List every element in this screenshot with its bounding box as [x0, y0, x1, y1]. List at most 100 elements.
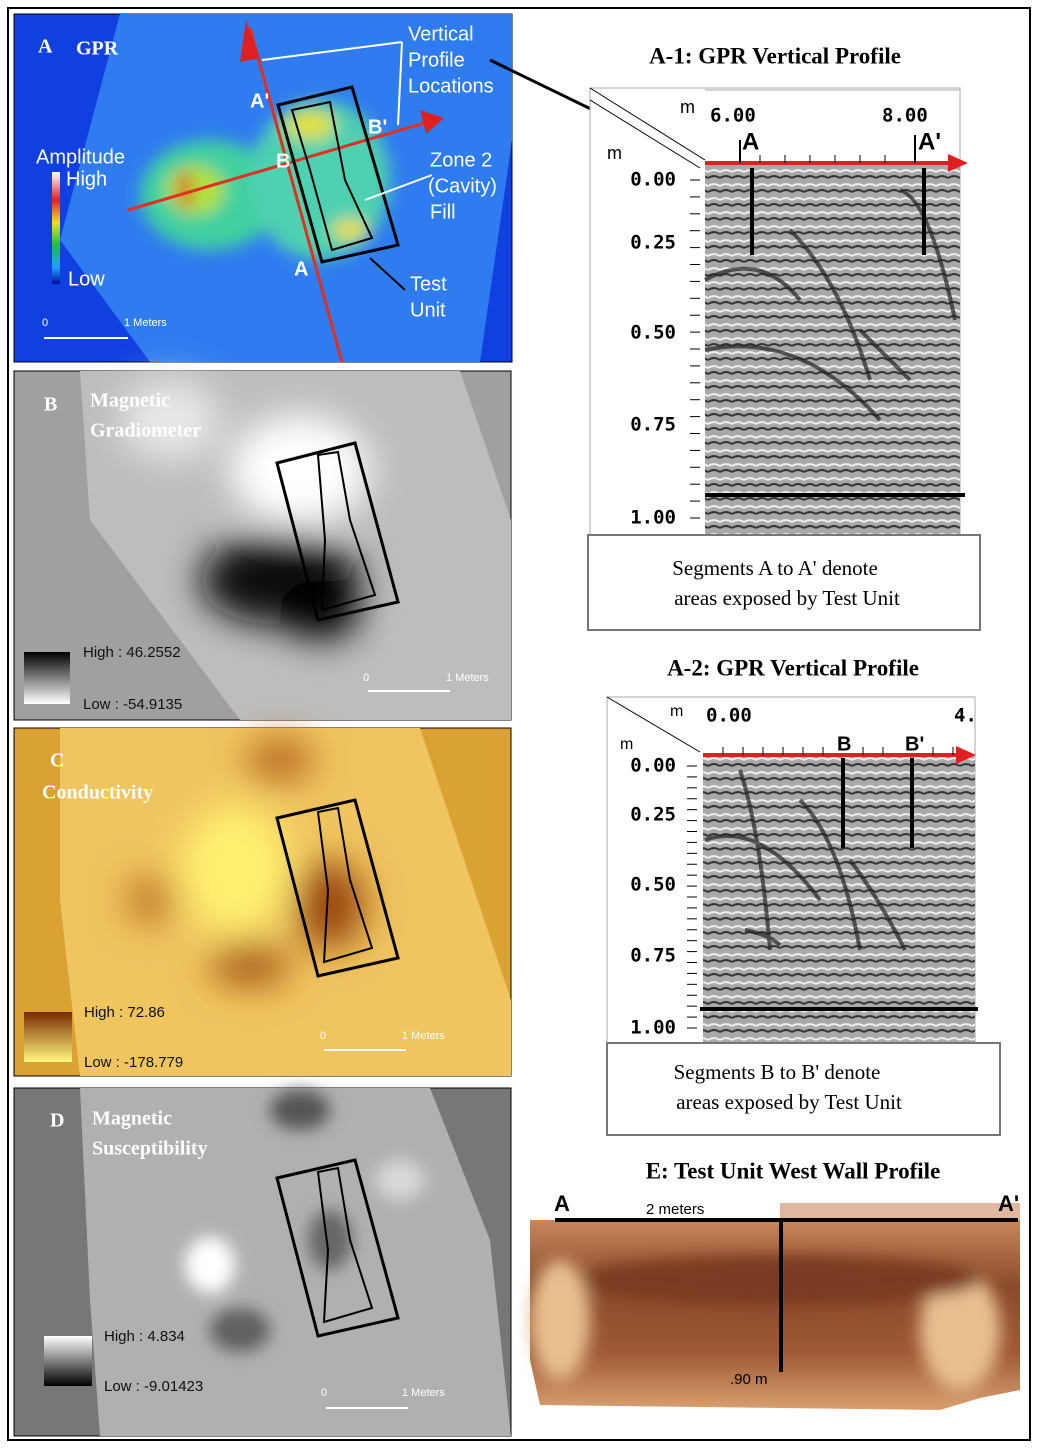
axis-unit: m — [620, 736, 633, 753]
marker: A' — [250, 90, 269, 112]
y-tick-label: 0.75 — [630, 414, 676, 436]
decoration — [125, 875, 175, 925]
legend-low: Low : -178.779 — [84, 1054, 183, 1071]
decoration — [703, 755, 975, 1043]
callout: Fill — [430, 201, 456, 223]
axis-unit: m — [607, 143, 622, 163]
marker: A' — [918, 128, 941, 155]
y-tick-label: 0.25 — [630, 232, 676, 254]
decoration — [24, 1012, 72, 1062]
callout: Profile — [408, 49, 465, 71]
panel-letter: B — [44, 394, 57, 416]
scale-label: 0 — [363, 672, 369, 684]
y-tick-label: 0.75 — [630, 945, 676, 967]
scale-label: 0 — [320, 1030, 326, 1042]
marker: A — [742, 128, 759, 155]
decoration — [308, 1210, 352, 1270]
decoration — [52, 172, 60, 284]
caption: Segments B to B' denote — [674, 1060, 881, 1084]
group: B Magnetic Gradiometer High : 46.2552 Lo… — [14, 371, 511, 720]
decoration — [295, 860, 365, 950]
panel-letter: C — [50, 750, 64, 772]
panel-letter: D — [50, 1110, 64, 1132]
decoration — [179, 170, 191, 210]
decoration — [245, 738, 315, 782]
y-tick-label: 0.50 — [630, 874, 676, 896]
group: A-2: GPR Vertical Profile m m 0.00 4.0 B… — [607, 655, 1000, 1135]
decoration — [375, 1160, 425, 1200]
legend-title: Amplitude — [36, 146, 125, 168]
y-tick-label: 0.00 — [630, 169, 676, 191]
marker: A' — [998, 1191, 1019, 1216]
x-tick-label: 6.00 — [710, 105, 756, 127]
panel-title: Susceptibility — [92, 1138, 208, 1160]
page: A GPR Vertical Profile Locations Amplitu… — [0, 0, 1037, 1448]
scale-label: 0 — [42, 317, 48, 329]
legend-high: High — [66, 168, 107, 190]
caption: Segments A to A' denote — [672, 556, 878, 580]
decoration — [332, 220, 368, 240]
scale-label: 1 Meters — [402, 1387, 445, 1399]
marker: A — [554, 1191, 570, 1216]
profile-title: A-1: GPR Vertical Profile — [649, 43, 901, 68]
decoration — [210, 1308, 270, 1352]
marker: B — [276, 150, 290, 172]
x-tick-label: 4.0 — [954, 705, 988, 727]
decoration — [270, 1090, 330, 1130]
axis-unit: m — [670, 703, 683, 720]
legend-low: Low : -9.01423 — [104, 1378, 203, 1395]
panel-title: Conductivity — [42, 782, 153, 804]
group: E: Test Unit West Wall Profile A A' 2 me… — [530, 1158, 1020, 1410]
y-tick-label: 0.50 — [630, 322, 676, 344]
width-label: 2 meters — [646, 1201, 704, 1218]
panel-letter: A — [38, 36, 53, 58]
decoration — [705, 163, 960, 535]
callout: Unit — [410, 299, 446, 321]
clip: 4.0 — [954, 705, 988, 727]
y-tick-label: 1.00 — [630, 507, 676, 529]
y-tick-label: 0.25 — [630, 804, 676, 826]
profile-title: A-2: GPR Vertical Profile — [667, 655, 919, 680]
marker: B' — [905, 733, 924, 755]
caption: areas exposed by Test Unit — [674, 586, 900, 610]
scale-label: 1 Meters — [446, 672, 489, 684]
decoration — [210, 943, 290, 987]
decoration — [588, 535, 980, 630]
scale-label: 1 Meters — [124, 317, 167, 329]
callout: Locations — [408, 75, 494, 97]
legend-high: High : 72.86 — [84, 1004, 165, 1021]
group: A-1: GPR Vertical Profile m m 6.00 8.00 … — [588, 43, 980, 630]
y-tick-label: 1.00 — [630, 1017, 676, 1039]
decoration — [180, 805, 290, 935]
decoration — [24, 652, 70, 704]
y-tick-label: 0.00 — [630, 755, 676, 777]
panel-title: Magnetic — [92, 1108, 172, 1130]
depth-label: .90 m — [730, 1371, 768, 1388]
figure: A GPR Vertical Profile Locations Amplitu… — [0, 0, 1037, 1448]
panel-title: Gradiometer — [90, 420, 201, 442]
caption: areas exposed by Test Unit — [676, 1090, 902, 1114]
decoration — [185, 1237, 235, 1293]
x-tick-label: 8.00 — [882, 105, 928, 127]
decoration — [780, 1203, 1020, 1220]
marker: A — [294, 258, 308, 280]
group: D Magnetic Susceptibility High : 4.834 L… — [14, 1088, 511, 1436]
panel-title: E: Test Unit West Wall Profile — [646, 1158, 941, 1183]
callout: Vertical — [408, 23, 474, 45]
callout: Zone 2 — [430, 149, 492, 171]
scale-label: 0 — [321, 1387, 327, 1399]
panel-title: GPR — [76, 38, 119, 60]
decoration — [44, 1336, 92, 1386]
legend-low: Low : -54.9135 — [83, 696, 182, 713]
decoration — [230, 415, 370, 525]
scale-label: 1 Meters — [402, 1030, 445, 1042]
legend-high: High : 46.2552 — [83, 644, 181, 661]
callout: Test — [410, 273, 447, 295]
group: C Conductivity High : 72.86 Low : -178.7… — [14, 728, 511, 1076]
legend-low: Low — [68, 268, 105, 290]
legend-high: High : 4.834 — [104, 1328, 185, 1345]
decoration — [280, 580, 360, 640]
x-tick-label: 0.00 — [706, 705, 752, 727]
panel-title: Magnetic — [90, 390, 170, 412]
marker: B — [837, 733, 851, 755]
